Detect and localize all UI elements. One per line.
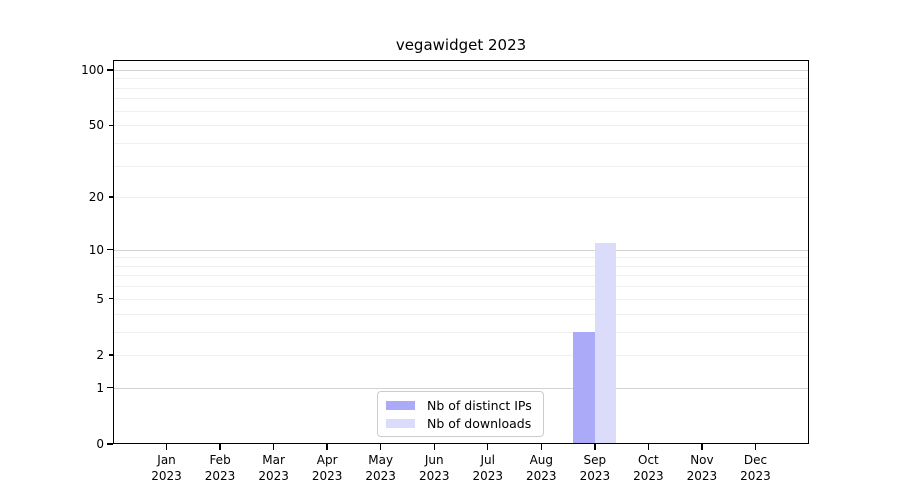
legend: Nb of distinct IPs Nb of downloads <box>377 391 544 437</box>
gridline-y-100 <box>113 69 809 71</box>
x-tick-mark-mar <box>272 444 275 450</box>
y-tick-mark-50 <box>108 124 113 126</box>
x-tick-mark-oct <box>647 444 650 450</box>
x-tick-mark-dec <box>754 444 757 450</box>
x-tick-mark-may <box>379 444 382 450</box>
y-tick-label-20: 20 <box>88 190 104 205</box>
gridline-y-50 <box>113 125 809 127</box>
gridline-y-6 <box>113 286 809 288</box>
x-tick-label-mar-2023: Mar 2023 <box>258 453 289 483</box>
x-tick-label-dec-2023: Dec 2023 <box>740 453 771 483</box>
x-tick-label-nov-2023: Nov 2023 <box>686 453 718 483</box>
bar-nb-of-downloads-sep-2023 <box>594 242 617 444</box>
x-tick-label-oct-2023: Oct 2023 <box>633 453 664 483</box>
bar-nb-of-distinct-ips-sep-2023 <box>573 331 595 444</box>
gridline-y-30 <box>113 165 809 167</box>
y-tick-label-100: 100 <box>81 62 104 77</box>
x-tick-label-jul-2023: Jul 2023 <box>472 453 504 483</box>
x-tick-label-sep-2023: Sep 2023 <box>579 453 611 483</box>
gridline-y-40 <box>113 142 809 144</box>
gridline-y-7 <box>113 275 809 277</box>
y-tick-mark-5 <box>108 298 113 300</box>
y-tick-label-0: 0 <box>96 437 104 451</box>
x-tick-label-feb-2023: Feb 2023 <box>204 453 236 483</box>
y-tick-mark-20 <box>108 196 113 198</box>
x-tick-mark-sep <box>594 444 596 450</box>
y-tick-mark-2 <box>108 354 113 356</box>
legend-label-distinct-ips: Nb of distinct IPs <box>427 397 532 413</box>
gridline-y-2 <box>113 354 809 356</box>
plot-area <box>113 60 809 444</box>
x-tick-mark-jun <box>433 444 435 450</box>
gridline-y-5 <box>113 298 809 300</box>
gridline-y-9 <box>113 257 809 259</box>
gridline-y-20 <box>113 197 809 199</box>
y-tick-label-10: 10 <box>88 242 104 257</box>
x-tick-mark-apr <box>326 444 328 450</box>
legend-swatch-distinct-ips <box>386 400 415 410</box>
gridline-y-4 <box>113 313 809 315</box>
y-tick-mark-1 <box>106 387 113 389</box>
x-tick-mark-aug <box>540 444 542 450</box>
legend-swatch-downloads <box>386 418 415 428</box>
x-tick-mark-jan <box>165 444 168 450</box>
chart-title: vegawidget 2023 <box>395 36 527 54</box>
x-tick-label-apr-2023: Apr 2023 <box>311 453 343 483</box>
y-tick-label-1: 1 <box>96 380 104 395</box>
y-tick-label-2: 2 <box>96 347 104 362</box>
x-tick-mark-nov <box>701 444 703 450</box>
gridline-y-80 <box>113 87 809 89</box>
y-tick-mark-100 <box>106 69 113 71</box>
x-tick-mark-feb <box>219 444 221 450</box>
y-tick-mark-10 <box>106 248 113 251</box>
gridline-y-70 <box>113 98 809 100</box>
gridline-y-3 <box>113 331 809 333</box>
gridline-y-8 <box>113 265 809 267</box>
gridline-y-10 <box>113 249 809 251</box>
x-tick-label-may-2023: May 2023 <box>365 453 396 483</box>
x-tick-mark-jul <box>487 444 489 450</box>
y-tick-mark-0 <box>106 443 113 445</box>
legend-label-downloads: Nb of downloads <box>427 415 532 431</box>
y-tick-label-5: 5 <box>96 291 104 306</box>
gridline-y-60 <box>113 110 809 112</box>
gridline-y-1 <box>113 387 809 389</box>
legend-item-distinct-ips: Nb of distinct IPs <box>386 398 535 413</box>
x-tick-label-jun-2023: Jun 2023 <box>418 453 450 483</box>
legend-item-downloads: Nb of downloads <box>386 416 535 431</box>
y-tick-label-50: 50 <box>88 118 104 133</box>
x-tick-label-aug-2023: Aug 2023 <box>526 453 557 483</box>
x-tick-label-jan-2023: Jan 2023 <box>151 453 182 483</box>
gridline-y-90 <box>113 78 809 80</box>
